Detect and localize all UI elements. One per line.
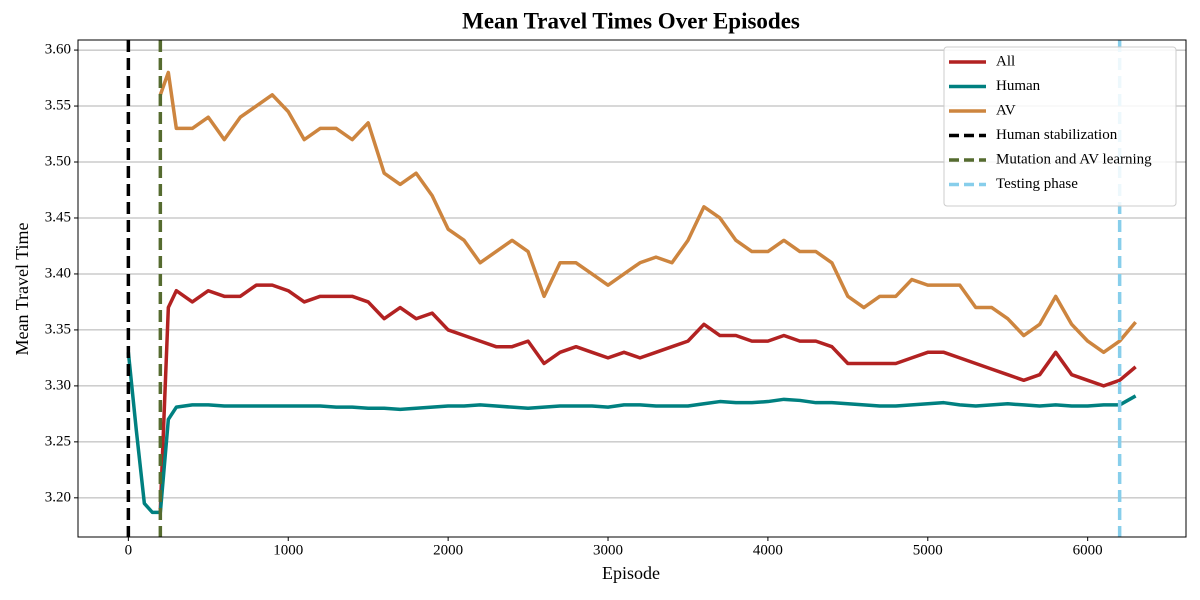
y-tick-label: 3.60: [45, 42, 71, 58]
y-tick-label: 3.20: [45, 489, 71, 505]
x-tick-label: 3000: [593, 542, 623, 558]
y-tick-label: 3.55: [45, 97, 71, 113]
y-tick-label: 3.50: [45, 153, 71, 169]
y-tick-label: 3.30: [45, 377, 71, 393]
y-tick-label: 3.35: [45, 321, 71, 337]
legend: All Human AV Human stabilization Mutation an…: [943, 46, 1177, 207]
x-tick-label: 6000: [1073, 542, 1103, 558]
x-tick-label: 5000: [913, 542, 943, 558]
x-tick-label: 0: [125, 542, 133, 558]
legend-label: Human stabilization: [996, 127, 1118, 143]
y-tick-label: 3.25: [45, 433, 71, 449]
legend-label: All: [996, 53, 1015, 69]
legend-label: Mutation and AV learning: [996, 151, 1152, 167]
x-axis-label: Episode: [602, 563, 660, 583]
legend-label: Human: [996, 78, 1041, 94]
chart-title: Mean Travel Times Over Episodes: [462, 8, 800, 33]
y-axis-label: Mean Travel Time: [12, 222, 32, 355]
series-line: [126, 352, 1137, 515]
y-tick-label: 3.40: [45, 265, 71, 281]
series-line: [158, 70, 1137, 355]
x-tick-label: 4000: [753, 542, 783, 558]
x-tick-label: 2000: [433, 542, 463, 558]
legend-label: AV: [996, 102, 1016, 118]
x-tick-label: 1000: [273, 542, 303, 558]
legend-label: Testing phase: [996, 176, 1078, 192]
y-tick-label: 3.45: [45, 209, 71, 225]
series-line: [158, 283, 1137, 510]
legend-box: [943, 46, 1177, 207]
plot-frame: [77, 39, 1187, 538]
